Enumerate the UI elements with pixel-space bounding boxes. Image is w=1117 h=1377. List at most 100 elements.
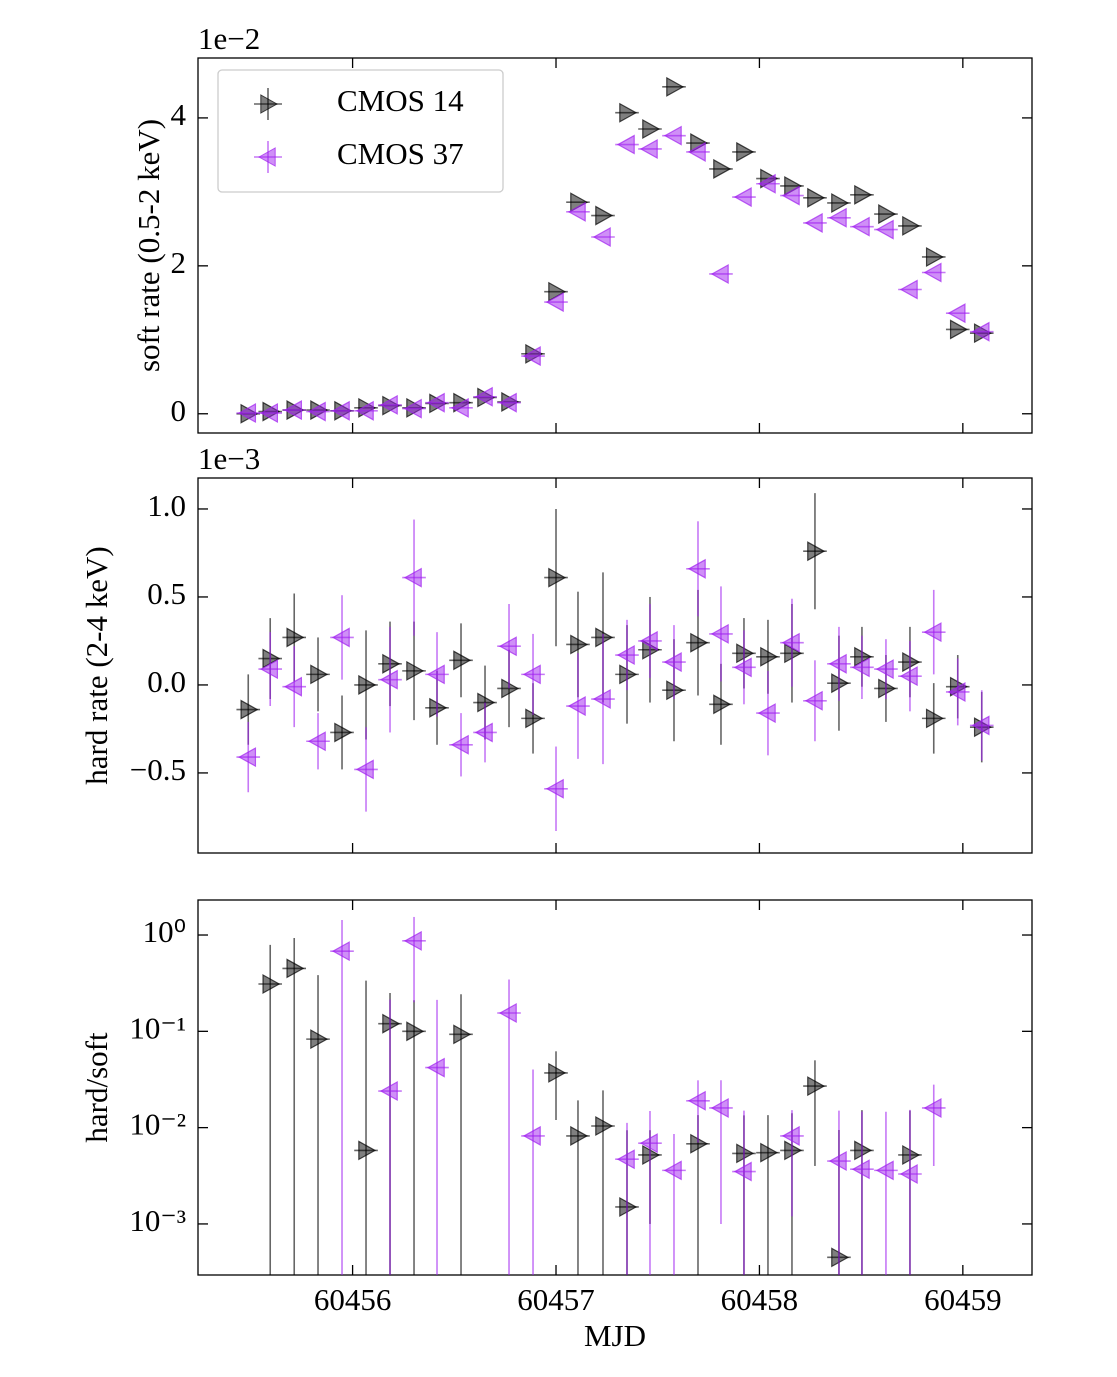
marker: [616, 134, 635, 155]
marker: [522, 1125, 541, 1146]
marker: [403, 567, 422, 588]
y-tick-label: 10⁻²: [129, 1107, 186, 1142]
marker: [851, 216, 870, 237]
y-tick-label: 10⁻³: [129, 1203, 186, 1238]
marker: [899, 279, 918, 300]
marker: [710, 623, 729, 644]
marker: [899, 1163, 918, 1185]
marker: [831, 673, 850, 694]
marker: [923, 622, 942, 643]
marker: [595, 627, 614, 648]
marker: [498, 636, 517, 657]
marker: [474, 722, 493, 743]
marker: [807, 187, 826, 208]
marker: [595, 1115, 614, 1137]
marker: [522, 346, 541, 367]
marker: [947, 303, 966, 324]
legend-marker: [257, 147, 276, 167]
marker: [498, 1002, 517, 1024]
marker: [899, 666, 918, 687]
marker: [875, 219, 894, 240]
marker: [240, 699, 259, 720]
marker: [878, 204, 897, 225]
marker: [426, 1057, 445, 1078]
marker: [713, 694, 732, 715]
marker: [283, 400, 303, 421]
marker: [259, 403, 279, 424]
offset-label: 1e−3: [198, 441, 260, 476]
marker: [713, 158, 732, 179]
marker: [736, 1143, 755, 1164]
marker: [784, 1140, 803, 1161]
legend-marker: [260, 94, 279, 114]
marker: [828, 653, 847, 674]
marker: [687, 558, 706, 579]
y-tick-label: 10⁻¹: [129, 1010, 186, 1045]
marker: [831, 1247, 850, 1268]
marker: [595, 205, 614, 226]
legend-box: [217, 69, 504, 193]
marker: [259, 659, 279, 680]
x-tick-label: 60458: [721, 1282, 799, 1317]
marker: [971, 715, 990, 736]
marker: [358, 674, 377, 695]
y-axis-label: hard rate (2-4 keV): [79, 546, 114, 784]
marker: [307, 401, 326, 422]
marker: [406, 1021, 425, 1042]
marker: [570, 634, 589, 655]
marker: [923, 262, 942, 283]
marker: [382, 653, 401, 674]
marker: [666, 76, 685, 97]
marker: [828, 1151, 847, 1172]
marker: [310, 1029, 329, 1050]
marker: [355, 400, 374, 421]
plot-frame: [197, 477, 1033, 854]
marker: [429, 697, 448, 718]
marker: [690, 1133, 709, 1154]
marker: [804, 212, 823, 233]
marker: [663, 652, 682, 673]
marker: [426, 664, 445, 685]
marker: [875, 659, 894, 680]
marker: [592, 689, 611, 710]
y-axis-label: hard/soft: [79, 1032, 114, 1143]
marker: [238, 403, 257, 424]
marker: [878, 678, 897, 699]
x-tick-label: 60456: [314, 1282, 392, 1317]
marker: [382, 1013, 401, 1034]
marker: [379, 394, 398, 415]
y-tick-label: 1.0: [147, 488, 186, 523]
marker: [736, 643, 755, 664]
marker: [283, 676, 303, 697]
marker: [616, 645, 635, 666]
marker: [663, 125, 682, 146]
marker: [548, 567, 567, 588]
marker: [854, 1140, 873, 1161]
marker: [902, 215, 921, 236]
y-tick-label: 0.0: [147, 664, 186, 699]
marker: [450, 734, 469, 755]
marker: [781, 1125, 800, 1146]
marker: [619, 1196, 638, 1218]
marker: [592, 226, 611, 248]
y-tick-label: 0: [171, 393, 187, 428]
x-tick-label: 60459: [924, 1282, 1002, 1317]
marker: [286, 627, 305, 648]
marker: [331, 627, 350, 648]
legend-label: CMOS 37: [337, 136, 464, 171]
marker: [453, 650, 472, 671]
marker: [379, 1080, 398, 1102]
marker: [925, 708, 944, 729]
marker: [450, 397, 469, 418]
marker: [971, 321, 990, 342]
marker: [525, 708, 544, 729]
marker: [875, 1160, 894, 1181]
marker: [238, 747, 257, 768]
marker: [616, 1149, 635, 1170]
y-tick-label: 4: [171, 97, 187, 132]
marker: [690, 632, 709, 653]
marker: [639, 138, 658, 159]
marker: [807, 1076, 826, 1097]
marker: [733, 187, 752, 208]
